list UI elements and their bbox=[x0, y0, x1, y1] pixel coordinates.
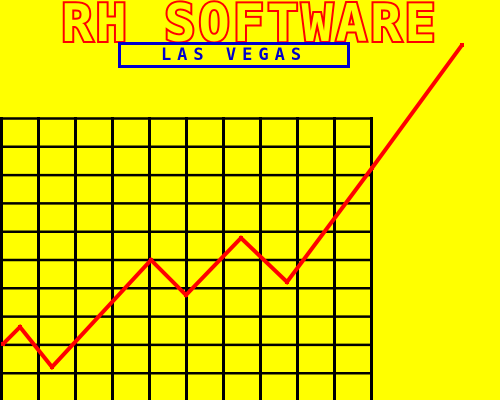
data-point bbox=[1, 342, 5, 346]
data-point bbox=[50, 365, 54, 369]
data-point bbox=[370, 166, 374, 170]
data-point bbox=[149, 258, 153, 262]
data-point bbox=[285, 280, 289, 284]
data-point bbox=[239, 236, 243, 240]
data-point bbox=[18, 325, 22, 329]
series-line bbox=[1, 43, 464, 371]
subtitle-banner: LAS VEGAS bbox=[118, 42, 350, 68]
chart-grid bbox=[0, 117, 373, 400]
data-point bbox=[184, 293, 188, 297]
data-point bbox=[460, 43, 464, 47]
subtitle-text: LAS VEGAS bbox=[160, 45, 308, 65]
